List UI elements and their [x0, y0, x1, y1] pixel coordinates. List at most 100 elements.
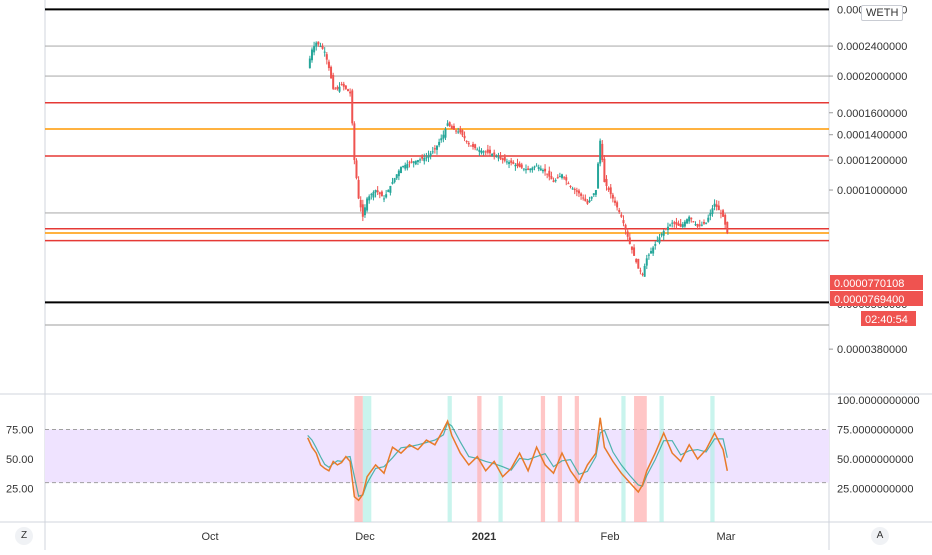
candle-body	[488, 149, 491, 154]
candle-body	[563, 177, 566, 179]
candle-body	[438, 141, 441, 146]
candle-body	[484, 151, 487, 153]
candle-body	[643, 266, 646, 277]
candle-body	[457, 131, 460, 133]
candle-body	[325, 54, 328, 60]
candle-body	[491, 154, 494, 157]
candle-body	[531, 167, 534, 171]
rsi-signal-line	[307, 422, 728, 497]
candle-body	[571, 188, 574, 190]
candle-body	[412, 161, 415, 164]
candle-body	[323, 51, 326, 53]
candle-body	[399, 167, 402, 174]
candle-body	[607, 187, 610, 191]
candle-body	[514, 164, 517, 167]
candle-body	[613, 200, 616, 203]
candle-body	[395, 174, 398, 179]
rsi-left-tick-label: 50.00	[6, 454, 34, 466]
candle-body	[626, 231, 629, 237]
candle-body	[601, 143, 604, 161]
candle-body	[469, 145, 472, 147]
candle-body	[620, 214, 623, 217]
candle-body	[499, 155, 502, 159]
candle-body	[493, 152, 496, 155]
price-tick-label: 0.0001000000	[837, 185, 907, 197]
candle-body	[662, 230, 665, 236]
candle-body	[577, 190, 580, 194]
candle-body	[501, 158, 504, 161]
candle-body	[592, 193, 595, 196]
candle-body	[709, 212, 712, 216]
candle-body	[658, 237, 661, 243]
candle-body	[391, 182, 394, 184]
candle-body	[635, 259, 638, 263]
candle-body	[639, 270, 642, 272]
candle-body	[351, 90, 354, 124]
candle-body	[702, 222, 705, 224]
rsi-teal-zone	[498, 396, 503, 522]
rsi-tick-label: 75.0000000000	[837, 425, 913, 437]
candle-body	[472, 144, 475, 147]
candle-body	[321, 45, 324, 49]
candle-body	[310, 49, 313, 61]
candle-body	[344, 85, 347, 89]
candle-body	[650, 251, 653, 254]
candle-body	[673, 222, 676, 224]
candle-body	[452, 125, 455, 130]
candle-body	[431, 151, 434, 153]
candle-body	[319, 46, 322, 48]
price-tick-label: 0.0002000000	[837, 71, 907, 83]
candle-body	[376, 190, 379, 193]
candle-body	[645, 258, 648, 266]
candle-body	[486, 149, 489, 153]
candle-body	[404, 164, 407, 169]
rsi-pink-zone	[354, 396, 363, 522]
candle-body	[584, 198, 587, 202]
symbol-badge[interactable]: WETH	[861, 5, 904, 21]
candle-body	[425, 157, 428, 159]
candle-body	[503, 157, 506, 161]
candle-body	[582, 197, 585, 199]
candle-body	[616, 202, 619, 208]
candle-body	[681, 224, 684, 227]
candle-body	[461, 130, 464, 136]
candle-body	[609, 187, 612, 195]
candle-body	[711, 208, 714, 214]
candle-body	[637, 258, 640, 269]
candle-body	[429, 153, 432, 156]
candle-body	[317, 41, 320, 45]
candle-body	[694, 224, 697, 226]
candle-body	[565, 177, 568, 181]
candle-body	[688, 216, 691, 222]
zoom-toggle-button[interactable]: Z	[15, 527, 33, 545]
candle-body	[556, 177, 559, 179]
candle-body	[726, 221, 729, 234]
candle-body	[575, 190, 578, 192]
candle-body	[495, 155, 498, 157]
candle-body	[700, 224, 703, 226]
candle-body	[450, 125, 453, 129]
candle-body	[696, 224, 699, 227]
rsi-teal-zone	[362, 396, 372, 522]
rsi-pink-zone	[574, 396, 579, 522]
candle-body	[518, 163, 521, 168]
candle-body	[393, 178, 396, 183]
candle-body	[666, 226, 669, 231]
candle-body	[671, 222, 674, 224]
candle-body	[516, 163, 519, 166]
candle-body	[482, 151, 485, 153]
rsi-teal-zone	[447, 396, 452, 522]
auto-scale-button[interactable]: A	[871, 527, 889, 545]
candle-body	[408, 162, 411, 164]
candle-body	[402, 165, 405, 167]
candle-body	[569, 185, 572, 187]
candle-body	[389, 185, 392, 193]
candle-body	[539, 168, 542, 171]
candle-body	[423, 158, 426, 162]
candle-body	[361, 204, 364, 217]
candle-body	[363, 207, 366, 216]
candle-body	[705, 222, 708, 224]
candle-body	[628, 237, 631, 245]
